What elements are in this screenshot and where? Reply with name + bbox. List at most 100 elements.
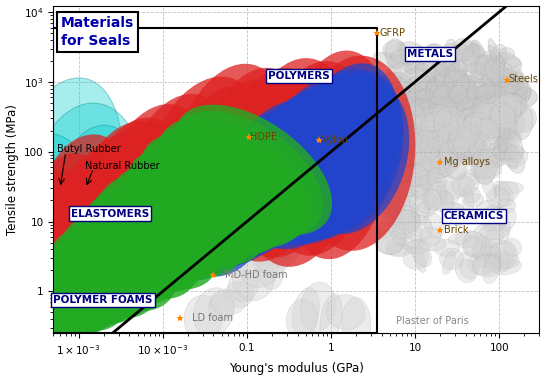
Polygon shape [482, 175, 496, 200]
Polygon shape [376, 118, 406, 143]
Polygon shape [440, 141, 451, 169]
Polygon shape [413, 195, 430, 225]
Polygon shape [452, 203, 464, 227]
Polygon shape [429, 149, 457, 166]
Polygon shape [441, 191, 454, 210]
Polygon shape [504, 148, 518, 169]
Polygon shape [499, 78, 531, 107]
Polygon shape [419, 130, 432, 150]
Polygon shape [140, 77, 265, 269]
Polygon shape [475, 89, 497, 117]
Polygon shape [430, 100, 457, 120]
Polygon shape [208, 293, 235, 320]
Polygon shape [493, 115, 511, 130]
Polygon shape [488, 79, 514, 115]
Polygon shape [383, 41, 406, 60]
Polygon shape [73, 121, 186, 287]
Polygon shape [387, 155, 407, 176]
Polygon shape [463, 237, 483, 256]
Polygon shape [405, 142, 431, 163]
Polygon shape [11, 272, 96, 342]
Polygon shape [416, 130, 435, 151]
Text: ELASTOMERS: ELASTOMERS [71, 208, 149, 219]
Polygon shape [247, 76, 378, 249]
Polygon shape [494, 138, 506, 162]
Polygon shape [506, 107, 521, 118]
Polygon shape [383, 123, 407, 135]
Polygon shape [269, 69, 393, 244]
Polygon shape [28, 187, 113, 298]
Polygon shape [402, 166, 430, 186]
Polygon shape [127, 149, 266, 265]
Polygon shape [443, 104, 463, 115]
Polygon shape [474, 102, 499, 120]
Polygon shape [432, 122, 454, 138]
Polygon shape [452, 70, 465, 91]
Polygon shape [383, 72, 412, 97]
Polygon shape [506, 149, 525, 173]
Polygon shape [404, 88, 423, 107]
Polygon shape [389, 165, 417, 187]
Text: GFRP: GFRP [380, 28, 406, 38]
Polygon shape [424, 125, 453, 150]
Polygon shape [398, 137, 418, 151]
Polygon shape [453, 132, 483, 156]
Polygon shape [414, 153, 446, 172]
Polygon shape [435, 69, 455, 91]
Polygon shape [488, 156, 503, 168]
Polygon shape [221, 77, 340, 258]
Polygon shape [464, 112, 491, 143]
Polygon shape [428, 128, 452, 140]
Text: Butyl Rubber: Butyl Rubber [57, 144, 121, 154]
Polygon shape [498, 253, 520, 268]
Polygon shape [342, 298, 371, 349]
Polygon shape [5, 278, 85, 344]
Polygon shape [174, 166, 269, 277]
Polygon shape [389, 121, 417, 149]
Polygon shape [470, 116, 495, 138]
Polygon shape [399, 42, 421, 55]
Polygon shape [409, 84, 429, 116]
Polygon shape [475, 160, 496, 184]
Polygon shape [404, 46, 424, 74]
Polygon shape [418, 145, 432, 165]
Polygon shape [386, 99, 408, 121]
Polygon shape [459, 130, 484, 148]
Polygon shape [447, 130, 475, 153]
Polygon shape [501, 57, 522, 74]
Polygon shape [300, 282, 335, 331]
Polygon shape [401, 98, 415, 110]
Polygon shape [471, 40, 484, 57]
Polygon shape [506, 132, 522, 149]
Polygon shape [373, 121, 402, 145]
Polygon shape [238, 91, 357, 245]
Polygon shape [395, 207, 419, 226]
Polygon shape [497, 127, 511, 148]
Polygon shape [196, 129, 298, 259]
Polygon shape [69, 212, 180, 304]
Polygon shape [433, 111, 446, 130]
Polygon shape [66, 173, 158, 284]
Polygon shape [482, 205, 508, 231]
Polygon shape [53, 233, 155, 318]
Polygon shape [411, 239, 431, 267]
Polygon shape [438, 175, 460, 205]
Polygon shape [476, 152, 490, 174]
Polygon shape [158, 118, 310, 244]
Polygon shape [495, 95, 519, 109]
Polygon shape [378, 72, 400, 99]
Polygon shape [375, 120, 404, 141]
Polygon shape [453, 128, 482, 147]
Polygon shape [428, 90, 449, 118]
Polygon shape [462, 186, 473, 216]
Polygon shape [404, 124, 415, 152]
Polygon shape [489, 69, 523, 108]
Bar [54, 27, 376, 333]
Polygon shape [421, 45, 444, 62]
Polygon shape [412, 157, 437, 172]
Polygon shape [409, 99, 435, 119]
Polygon shape [489, 83, 515, 103]
Polygon shape [391, 117, 408, 144]
Polygon shape [410, 149, 433, 167]
Polygon shape [458, 134, 481, 161]
